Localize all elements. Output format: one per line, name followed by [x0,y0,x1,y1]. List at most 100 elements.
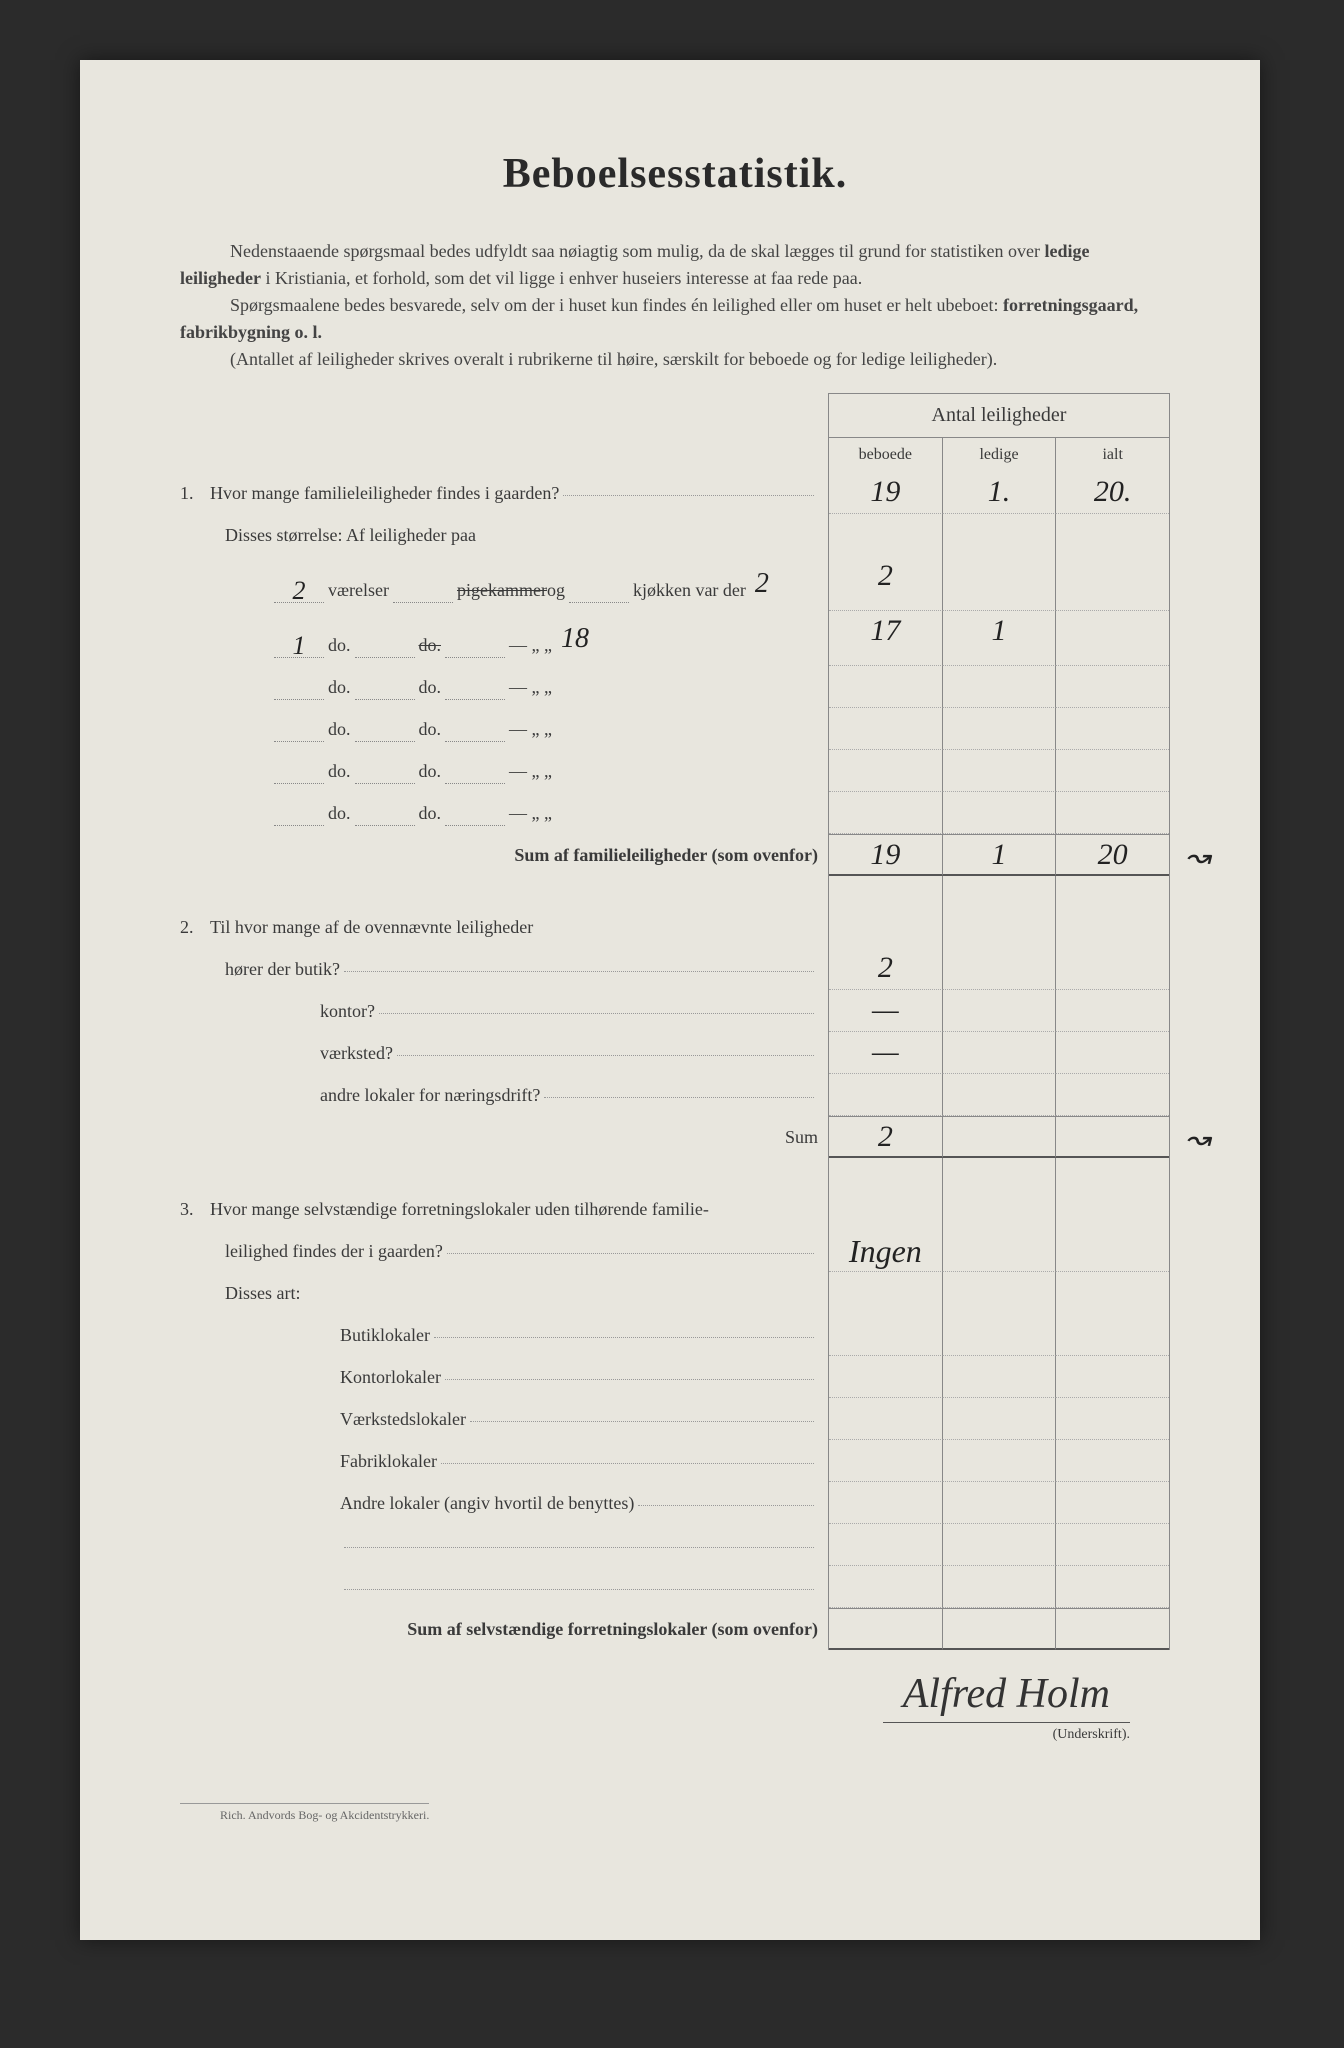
q3-item-row: Værkstedslokaler [180,1398,1170,1440]
q2-item-row: kontor? — [180,990,1170,1032]
q1-num: 1. [180,481,210,506]
q1-w4: kjøkken var der [633,578,746,603]
q1-p-val [355,825,415,826]
q1-row: 1. Hvor mange familieleiligheder findes … [180,472,1170,514]
q1-row-b [829,666,943,708]
q1-w4: — „ „ [509,675,552,700]
q1-vaer-val [274,741,324,742]
q1-ialt: 20. [1056,472,1169,514]
q2-sum-label: Sum [785,1125,818,1150]
q1-w4: — „ „ [509,717,552,742]
q3-item-row: Butiklokaler [180,1314,1170,1356]
q1-w3: og [547,578,565,603]
q3-row-i [1056,1440,1169,1482]
q3-sum-label: Sum af selvstændige forretningslokaler (… [407,1617,818,1642]
q3-item-text: Kontorlokaler [340,1365,441,1390]
intro-p2a: Spørgsmaalene bedes besvarede, selv om d… [230,295,1003,315]
q1-w4: — „ „ [509,633,552,658]
q1-k-val [445,825,505,826]
q1-k-val [445,741,505,742]
q1-row-l: 1 [943,611,1057,666]
q2-item-row: værksted? — [180,1032,1170,1074]
q3-row-b [829,1398,943,1440]
printer-credit: Rich. Andvords Bog- og Akcidentstrykkeri… [180,1803,429,1823]
q1-row-l [943,708,1057,750]
q1-p-val [393,602,453,603]
q2-row-b: — [829,1032,943,1074]
q1-row-b: 17 [829,611,943,666]
q3-row-i [1056,1356,1169,1398]
q1-row-i [1056,666,1169,708]
q3-row-b [829,1314,943,1356]
q2-row-i [1056,1032,1169,1074]
q1-beboede: 19 [829,472,943,514]
q1-sum-row: Sum af familieleiligheder (som ovenfor) … [180,834,1170,876]
q1-vaer-val: 1 [274,634,324,658]
q2-row-b: 2 [829,948,943,990]
q2-row-b [829,1074,943,1116]
q2-sum-b: 2 [829,1116,943,1158]
form-table: Antal leiligheder beboede ledige ialt 1.… [180,393,1170,1650]
q3-item-text: Butiklokaler [340,1323,430,1348]
q3-text2: leilighed findes der i gaarden? [225,1239,443,1264]
header-ialt: ialt [1056,438,1169,472]
q1-size-row: do. do. — „ „ [180,708,1170,750]
header-main: Antal leiligheder [829,394,1169,438]
q1-row-i [1056,611,1169,666]
q1-p-val [355,783,415,784]
q1-w2: do. [419,759,442,784]
q1-k-val [445,699,505,700]
q3-item-text: Andre lokaler (angiv hvortil de benyttes… [340,1491,634,1516]
intro-p1a: Nedenstaaende spørgsmaal bedes udfyldt s… [230,241,1045,261]
intro-text: Nedenstaaende spørgsmaal bedes udfyldt s… [180,238,1170,373]
q2-sum-i [1056,1116,1169,1158]
q1-size-row: do. do. — „ „ [180,792,1170,834]
q1-w4: — „ „ [509,759,552,784]
q3-row-l [943,1440,1057,1482]
q1-w1: værelser [328,578,389,603]
header-beboede: beboede [829,438,943,472]
intro-p3: (Antallet af leiligheder skrives overalt… [180,346,1170,373]
q1-row-b [829,792,943,834]
q1-size-row: do. do. — „ „ [180,666,1170,708]
q1-w1: do. [328,675,351,700]
q1-sizes-label: Disses størrelse: Af leiligheder paa [225,523,476,548]
q1-checkmark: ↝ [1185,840,1210,875]
q1-vaer-val [274,699,324,700]
q1-sum-i: 20 [1056,834,1169,876]
q2-item-text: værksted? [320,1041,393,1066]
q2-row-i [1056,948,1169,990]
signature-label: (Underskrift). [180,1727,1130,1743]
q1-size-row: do. do. — „ „ [180,750,1170,792]
q1-w1: do. [328,633,351,658]
q2-sum-l [943,1116,1057,1158]
q3-row-b [829,1356,943,1398]
q1-row-l [943,750,1057,792]
q3-row-b [829,1524,943,1566]
q2-row-l [943,990,1057,1032]
q3-row-l [943,1314,1057,1356]
q1-text: Hvor mange familieleiligheder findes i g… [210,481,559,506]
q3-text1: Hvor mange selvstændige forretningslokal… [210,1197,709,1222]
q2-item-text: kontor? [320,999,375,1024]
q2-text: Til hvor mange af de ovennævnte leilighe… [210,915,533,940]
q1-vaer-val [274,825,324,826]
q1-p-val [355,699,415,700]
q2-item-row: andre lokaler for næringsdrift? [180,1074,1170,1116]
q1-w2: do. [419,633,442,658]
q2-sum-row: Sum 2 ↝ [180,1116,1170,1158]
q3-row-b [829,1566,943,1608]
q1-k-val [569,602,629,603]
q3-item-row: Andre lokaler (angiv hvortil de benyttes… [180,1482,1170,1524]
signature-block: Alfred Holm (Underskrift). [180,1670,1170,1743]
q1-ledige: 1. [943,472,1057,514]
q1-sum-label: Sum af familieleiligheder (som ovenfor) [514,843,818,868]
q3-num: 3. [180,1197,210,1222]
q1-w1: do. [328,801,351,826]
q2-checkmark: ↝ [1185,1122,1210,1157]
q1-w1: do. [328,759,351,784]
header-ledige: ledige [943,438,1057,472]
q1-k-val [445,657,505,658]
q1-row-b [829,750,943,792]
signature-name: Alfred Holm [883,1670,1130,1723]
